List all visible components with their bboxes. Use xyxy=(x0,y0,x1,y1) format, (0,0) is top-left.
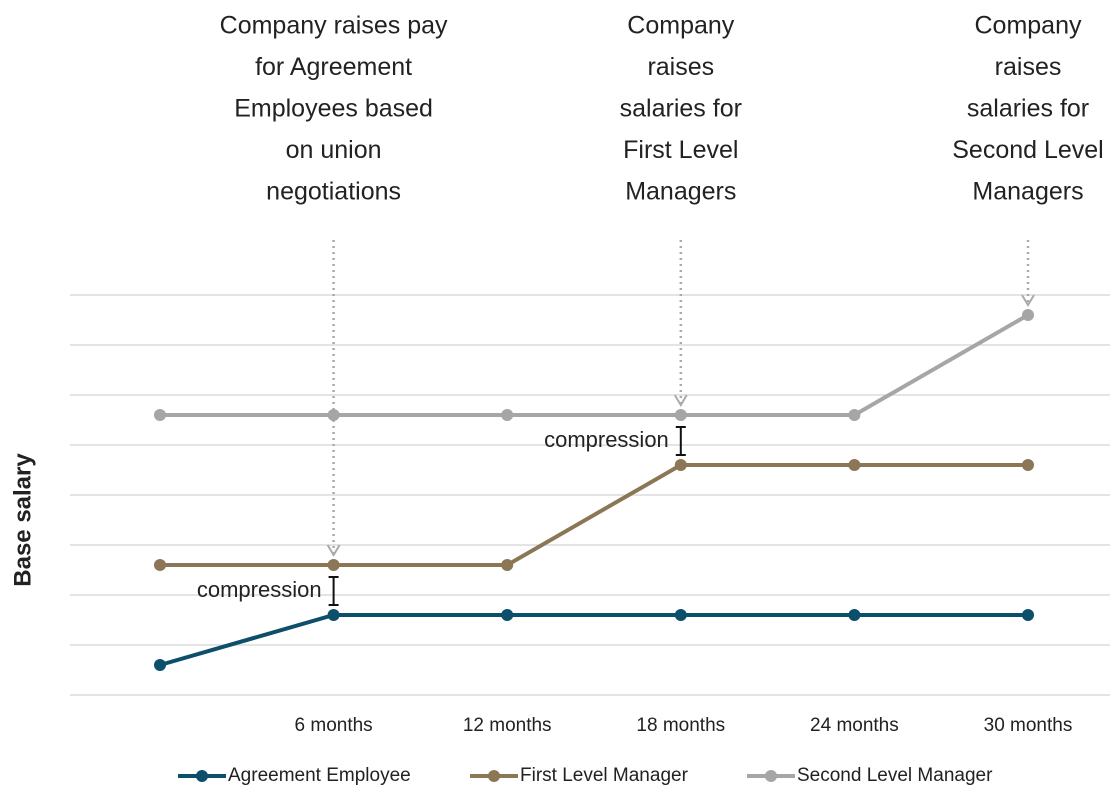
data-point xyxy=(327,559,340,571)
annotation-text: First Level xyxy=(623,136,738,164)
data-point xyxy=(501,409,514,421)
annotation-text: Employees based xyxy=(234,95,433,123)
annotation-text: raises xyxy=(995,53,1062,81)
legend-marker xyxy=(765,770,777,782)
annotation-text: negotiations xyxy=(266,178,401,206)
legend-label: Second Level Manager xyxy=(797,765,993,786)
annotation-text: Company xyxy=(627,12,734,40)
x-tick-label: 24 months xyxy=(810,715,899,736)
x-tick-label: 18 months xyxy=(636,715,725,736)
annotation-text: Company raises pay xyxy=(220,12,448,40)
data-point xyxy=(154,409,166,421)
annotation-text: Company xyxy=(975,12,1082,40)
compression-bracket xyxy=(675,426,686,456)
x-tick-label: 6 months xyxy=(295,715,373,736)
annotation-text: raises xyxy=(647,53,714,81)
compression-label: compression xyxy=(197,577,322,602)
annotation-text: salaries for xyxy=(967,95,1089,123)
arrow-head xyxy=(326,544,341,557)
legend-marker xyxy=(488,770,500,782)
series-line xyxy=(160,463,1028,567)
data-point xyxy=(1022,459,1034,471)
data-point xyxy=(154,559,166,571)
data-point xyxy=(327,409,340,421)
data-point xyxy=(848,459,861,471)
data-point xyxy=(1022,309,1034,321)
series-line xyxy=(159,613,1028,667)
data-point xyxy=(674,409,687,421)
x-tick-label: 30 months xyxy=(984,715,1073,736)
data-point xyxy=(848,609,861,621)
compression-label: compression xyxy=(544,427,669,452)
series-line xyxy=(160,313,1029,417)
annotation-text: salaries for xyxy=(620,95,742,123)
data-point xyxy=(154,659,166,671)
arrow-head xyxy=(673,394,688,407)
data-point xyxy=(327,609,340,621)
data-point xyxy=(501,609,514,621)
data-point xyxy=(674,459,687,471)
data-point xyxy=(1022,609,1034,621)
data-point xyxy=(848,409,861,421)
y-axis-label: Base salary xyxy=(9,453,36,587)
annotation-text: Second Level xyxy=(952,136,1104,164)
arrow-head xyxy=(1021,294,1035,307)
data-point xyxy=(674,609,687,621)
legend-marker xyxy=(196,770,208,782)
annotation-text: for Agreement xyxy=(255,53,412,81)
legend-label: First Level Manager xyxy=(520,765,689,786)
legend-label: Agreement Employee xyxy=(228,765,411,786)
annotation-text: on union xyxy=(286,136,382,164)
compression-bracket xyxy=(328,576,339,606)
data-point xyxy=(501,559,514,571)
x-tick-label: 12 months xyxy=(463,715,552,736)
annotation-text: Managers xyxy=(972,178,1083,206)
annotation-text: Managers xyxy=(625,178,736,206)
